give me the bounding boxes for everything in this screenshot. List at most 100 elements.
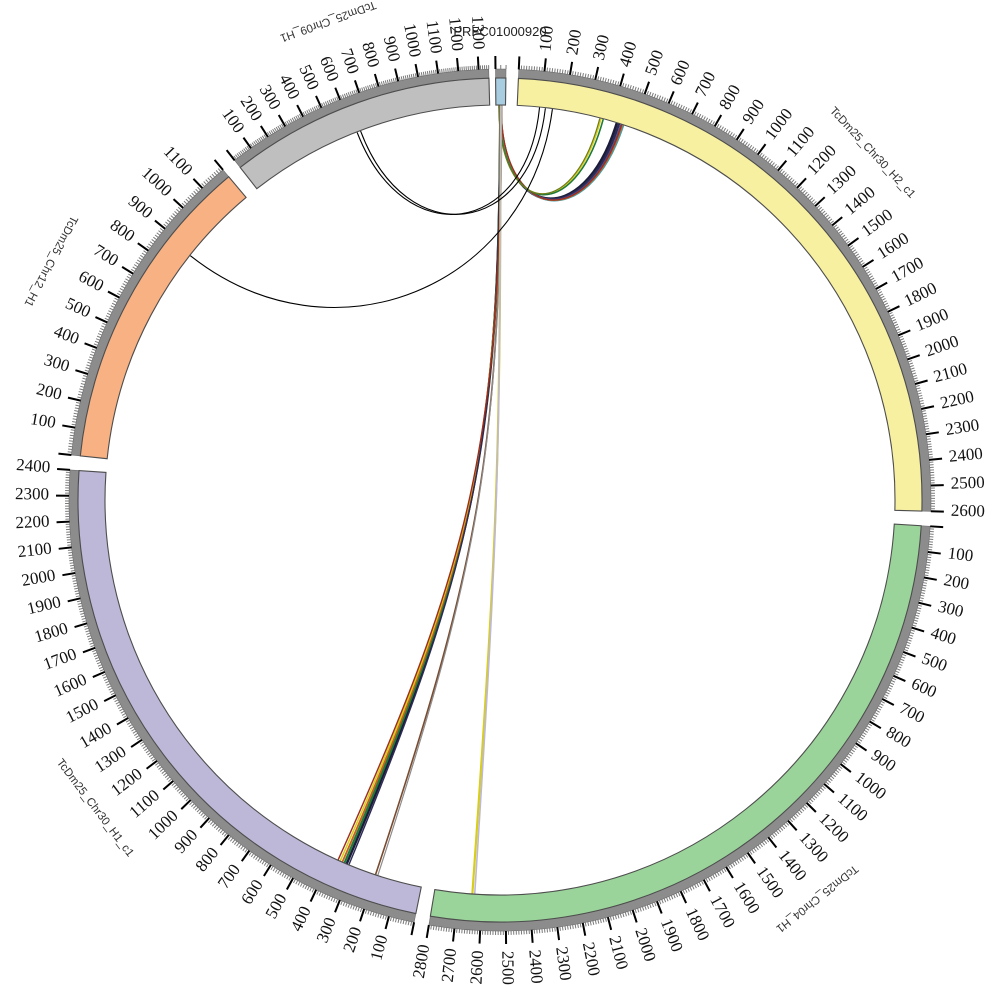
- tick-minor: [136, 737, 141, 741]
- tick-minor: [171, 782, 176, 786]
- tick-minor: [382, 914, 385, 920]
- tick-minor: [636, 87, 640, 92]
- synteny-link[interactable]: [473, 105, 502, 894]
- tick-minor: [326, 100, 330, 105]
- segment-arc-chr12[interactable]: [79, 175, 247, 460]
- tick-minor: [622, 82, 625, 87]
- tick-label: 700: [214, 860, 244, 892]
- tick-major: [725, 866, 734, 879]
- tick-minor: [707, 118, 711, 123]
- tick-major: [923, 576, 937, 581]
- tick-minor: [843, 236, 847, 240]
- synteny-link[interactable]: [343, 104, 502, 864]
- tick-minor: [902, 345, 907, 348]
- tick-label: 800: [715, 81, 744, 113]
- tick-label: 700: [90, 240, 122, 270]
- tick-minor: [844, 238, 849, 242]
- tick-minor: [759, 843, 763, 848]
- tick-minor: [807, 195, 812, 199]
- tick-minor: [80, 612, 85, 615]
- synteny-link[interactable]: [337, 105, 502, 861]
- tick-minor: [345, 92, 349, 97]
- tick-major: [74, 622, 88, 628]
- tick-minor: [270, 866, 274, 871]
- tick-minor: [74, 410, 79, 412]
- tick-minor: [654, 902, 657, 907]
- segment-arc-chr04[interactable]: [429, 523, 922, 923]
- segment-arc-chr09[interactable]: [239, 77, 491, 190]
- tick-minor: [884, 302, 889, 306]
- tick-minor: [306, 886, 310, 891]
- synteny-link[interactable]: [348, 105, 501, 865]
- tick-minor: [592, 75, 595, 80]
- tick-minor: [277, 870, 281, 875]
- tick-minor: [742, 855, 747, 860]
- tick-minor: [849, 751, 854, 755]
- tick-major: [315, 95, 323, 109]
- tick-minor: [122, 283, 127, 287]
- tick-minor: [694, 884, 697, 889]
- tick-minor: [798, 186, 803, 190]
- tick-minor: [288, 876, 292, 881]
- tick-minor: [101, 673, 106, 677]
- tick-minor: [118, 706, 123, 710]
- tick-minor: [194, 807, 199, 811]
- tick-minor: [302, 111, 306, 116]
- tick-minor: [624, 83, 627, 88]
- synteny-link[interactable]: [339, 105, 502, 862]
- synteny-link[interactable]: [190, 108, 553, 308]
- tick-minor: [323, 893, 327, 898]
- tick-minor: [354, 906, 358, 911]
- tick-minor: [622, 912, 625, 918]
- tick-minor: [105, 680, 110, 684]
- tick-minor: [389, 916, 392, 922]
- tick-minor: [158, 766, 162, 770]
- tick-minor: [909, 634, 914, 637]
- tick-minor: [908, 360, 913, 363]
- tick-minor: [719, 870, 722, 875]
- tick-minor: [872, 716, 877, 720]
- tick-minor: [75, 401, 81, 404]
- tick-minor: [126, 275, 131, 279]
- tick-minor: [679, 104, 683, 109]
- tick-minor: [731, 133, 735, 138]
- tick-major: [103, 694, 117, 703]
- tick-minor: [710, 875, 713, 880]
- tick-minor: [73, 585, 78, 587]
- tick-minor: [397, 918, 400, 923]
- tick-minor: [74, 587, 79, 590]
- segment-arc-prfc[interactable]: [495, 77, 507, 106]
- tick-minor: [878, 705, 883, 709]
- tick-major: [478, 930, 482, 944]
- tick-label: 100: [29, 409, 57, 432]
- tick-minor: [86, 635, 92, 638]
- synteny-link[interactable]: [500, 105, 623, 201]
- tick-minor: [412, 73, 415, 78]
- tick-minor: [155, 762, 159, 766]
- synteny-link[interactable]: [345, 104, 502, 865]
- synteny-link[interactable]: [356, 107, 541, 215]
- tick-minor: [189, 194, 193, 199]
- tick-minor: [566, 70, 569, 75]
- tick-major: [95, 316, 108, 324]
- tick-minor: [121, 713, 126, 716]
- tick-minor: [96, 661, 101, 665]
- tick-minor: [852, 747, 857, 751]
- synteny-link[interactable]: [341, 105, 502, 863]
- synteny-link[interactable]: [498, 105, 601, 195]
- tick-label: 100: [536, 25, 558, 52]
- synteny-link[interactable]: [360, 108, 546, 215]
- tick-label: 400: [615, 39, 640, 69]
- tick-major: [56, 520, 70, 524]
- tick-label: 900: [738, 96, 768, 128]
- segment-arc-chr30h1[interactable]: [77, 469, 422, 915]
- synteny-link[interactable]: [498, 105, 604, 196]
- segment-arc-chr30h2[interactable]: [516, 77, 923, 512]
- tick-minor: [295, 880, 299, 885]
- tick-minor: [649, 903, 652, 909]
- tick-minor: [755, 149, 759, 154]
- tick-minor: [835, 226, 839, 230]
- tick-minor: [69, 559, 74, 562]
- tick-minor: [350, 904, 353, 909]
- tick-minor: [221, 831, 226, 836]
